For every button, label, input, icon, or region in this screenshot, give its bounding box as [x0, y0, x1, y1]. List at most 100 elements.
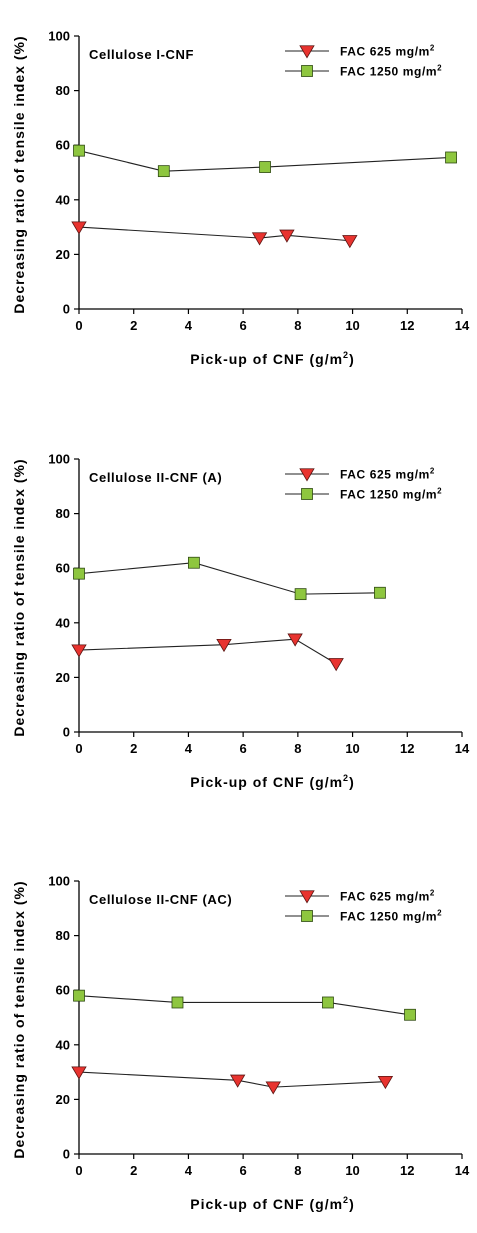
x-tick-label: 10 [345, 1163, 359, 1178]
y-tick-label: 0 [63, 1147, 70, 1162]
x-axis-label: Pick-up of CNF (g/m2) [190, 350, 354, 367]
legend-marker [301, 65, 313, 77]
legend-label-text: FAC 625 mg/m [340, 468, 430, 482]
x-tick-label: 10 [345, 318, 359, 333]
legend-label-sup: 2 [437, 909, 442, 918]
x-tick-label: 14 [455, 318, 470, 333]
x-tick-label: 8 [294, 318, 301, 333]
x-tick-label: 2 [130, 1163, 137, 1178]
x-tick-label: 6 [240, 741, 247, 756]
x-tick-label: 6 [240, 318, 247, 333]
data-point-series-2 [404, 1008, 416, 1021]
legend-marker [301, 910, 313, 922]
y-tick-label: 0 [63, 725, 70, 740]
legend-label: FAC 625 mg/m2 [340, 467, 435, 482]
x-tick-label: 10 [345, 741, 359, 756]
legend-marker [299, 45, 315, 59]
legend-label-text: FAC 625 mg/m [340, 890, 430, 904]
y-tick-label: 100 [48, 29, 70, 44]
data-point-series-1 [71, 221, 87, 235]
y-tick-label: 80 [56, 506, 70, 521]
y-tick-label: 40 [56, 1037, 70, 1052]
legend-label: FAC 1250 mg/m2 [340, 64, 442, 79]
data-point-series-2 [374, 586, 386, 599]
x-tick-label: 8 [294, 741, 301, 756]
x-axis-label-text: Pick-up of CNF (g/m [190, 351, 343, 367]
x-tick-label: 2 [130, 741, 137, 756]
x-tick-label: 4 [185, 741, 193, 756]
series-line-2 [78, 562, 380, 595]
data-point-series-2 [322, 996, 334, 1009]
data-point-series-1 [229, 1074, 246, 1088]
series-line-1 [78, 638, 337, 665]
legend-label-sup: 2 [437, 64, 442, 73]
series-line-1 [78, 226, 350, 242]
legend-label: FAC 1250 mg/m2 [340, 487, 442, 502]
x-tick-label: 12 [400, 318, 414, 333]
y-axis-label: Decreasing ratio of tensile index (%) [11, 35, 27, 313]
x-axis-label-text: Pick-up of CNF (g/m [190, 774, 343, 790]
x-axis-label-text: Pick-up of CNF (g/m [190, 1196, 343, 1212]
chart-panel-3: 0 20 40 60 80 100 0 2 4 6 8 10 12 14 Decreasing ratio … [11, 874, 470, 1213]
legend-label-text: FAC 1250 mg/m [340, 910, 437, 924]
data-point-series-2 [73, 567, 85, 580]
x-tick-label: 0 [75, 741, 82, 756]
data-point-series-1 [287, 633, 303, 647]
data-point-series-1 [71, 644, 87, 658]
y-tick-label: 20 [56, 1092, 70, 1107]
y-tick-label: 100 [48, 874, 70, 889]
x-tick-label: 14 [455, 741, 470, 756]
y-axis-label: Decreasing ratio of tensile index (%) [11, 458, 27, 736]
y-tick-label: 20 [56, 247, 70, 262]
chart-panel-2: 0 20 40 60 80 100 0 2 4 6 8 10 12 14 Decreasing ratio … [11, 452, 470, 791]
data-point-series-2 [445, 151, 457, 164]
data-point-series-2 [294, 588, 307, 601]
legend-label: FAC 625 mg/m2 [340, 889, 435, 904]
x-axis-label-end: ) [349, 1196, 355, 1212]
x-axis-label: Pick-up of CNF (g/m2) [190, 1195, 354, 1212]
legend-marker [299, 890, 315, 904]
legend-label-sup: 2 [437, 487, 442, 496]
x-axis-label-sup: 2 [343, 1195, 349, 1205]
y-tick-label: 0 [63, 302, 70, 317]
x-axis-label-end: ) [349, 351, 355, 367]
x-tick-label: 2 [130, 318, 137, 333]
data-point-series-2 [73, 989, 85, 1002]
legend-label-text: FAC 625 mg/m [340, 45, 430, 59]
data-point-series-2 [73, 144, 85, 157]
x-tick-label: 0 [75, 318, 82, 333]
legend-label: FAC 625 mg/m2 [340, 44, 435, 59]
y-tick-label: 20 [56, 670, 70, 685]
legend-label-text: FAC 1250 mg/m [340, 65, 437, 79]
x-tick-label: 4 [185, 1163, 193, 1178]
legend-label-sup: 2 [430, 44, 435, 53]
data-point-series-2 [187, 556, 200, 569]
chart-title: Cellulose I-CNF [89, 47, 194, 62]
x-tick-label: 0 [75, 1163, 82, 1178]
data-point-series-1 [251, 232, 268, 246]
series-line-1 [78, 1071, 386, 1088]
x-tick-label: 12 [400, 741, 414, 756]
y-tick-label: 40 [56, 192, 70, 207]
series-line-2 [78, 150, 452, 172]
data-point-series-1 [377, 1076, 394, 1090]
legend-marker [299, 468, 315, 482]
y-tick-label: 60 [56, 983, 70, 998]
x-tick-label: 4 [185, 318, 193, 333]
legend-label-text: FAC 1250 mg/m [340, 488, 437, 502]
legend-marker [301, 488, 313, 500]
data-point-series-2 [171, 996, 184, 1009]
data-point-series-1 [279, 229, 295, 243]
y-tick-label: 40 [56, 615, 70, 630]
y-tick-label: 60 [56, 561, 70, 576]
x-axis-label: Pick-up of CNF (g/m2) [190, 773, 354, 790]
y-tick-label: 80 [56, 83, 70, 98]
legend-label: FAC 1250 mg/m2 [340, 909, 442, 924]
x-tick-label: 8 [294, 1163, 301, 1178]
data-point-series-1 [216, 638, 232, 653]
x-tick-label: 14 [455, 1163, 470, 1178]
